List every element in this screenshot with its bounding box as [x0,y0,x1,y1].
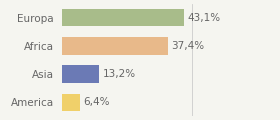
Text: 6,4%: 6,4% [83,97,110,107]
Text: 13,2%: 13,2% [102,69,136,79]
Bar [62,94,80,111]
Bar [62,37,168,55]
Bar [62,65,99,83]
Bar [62,9,184,26]
Text: 37,4%: 37,4% [171,41,204,51]
Text: 43,1%: 43,1% [187,13,220,23]
